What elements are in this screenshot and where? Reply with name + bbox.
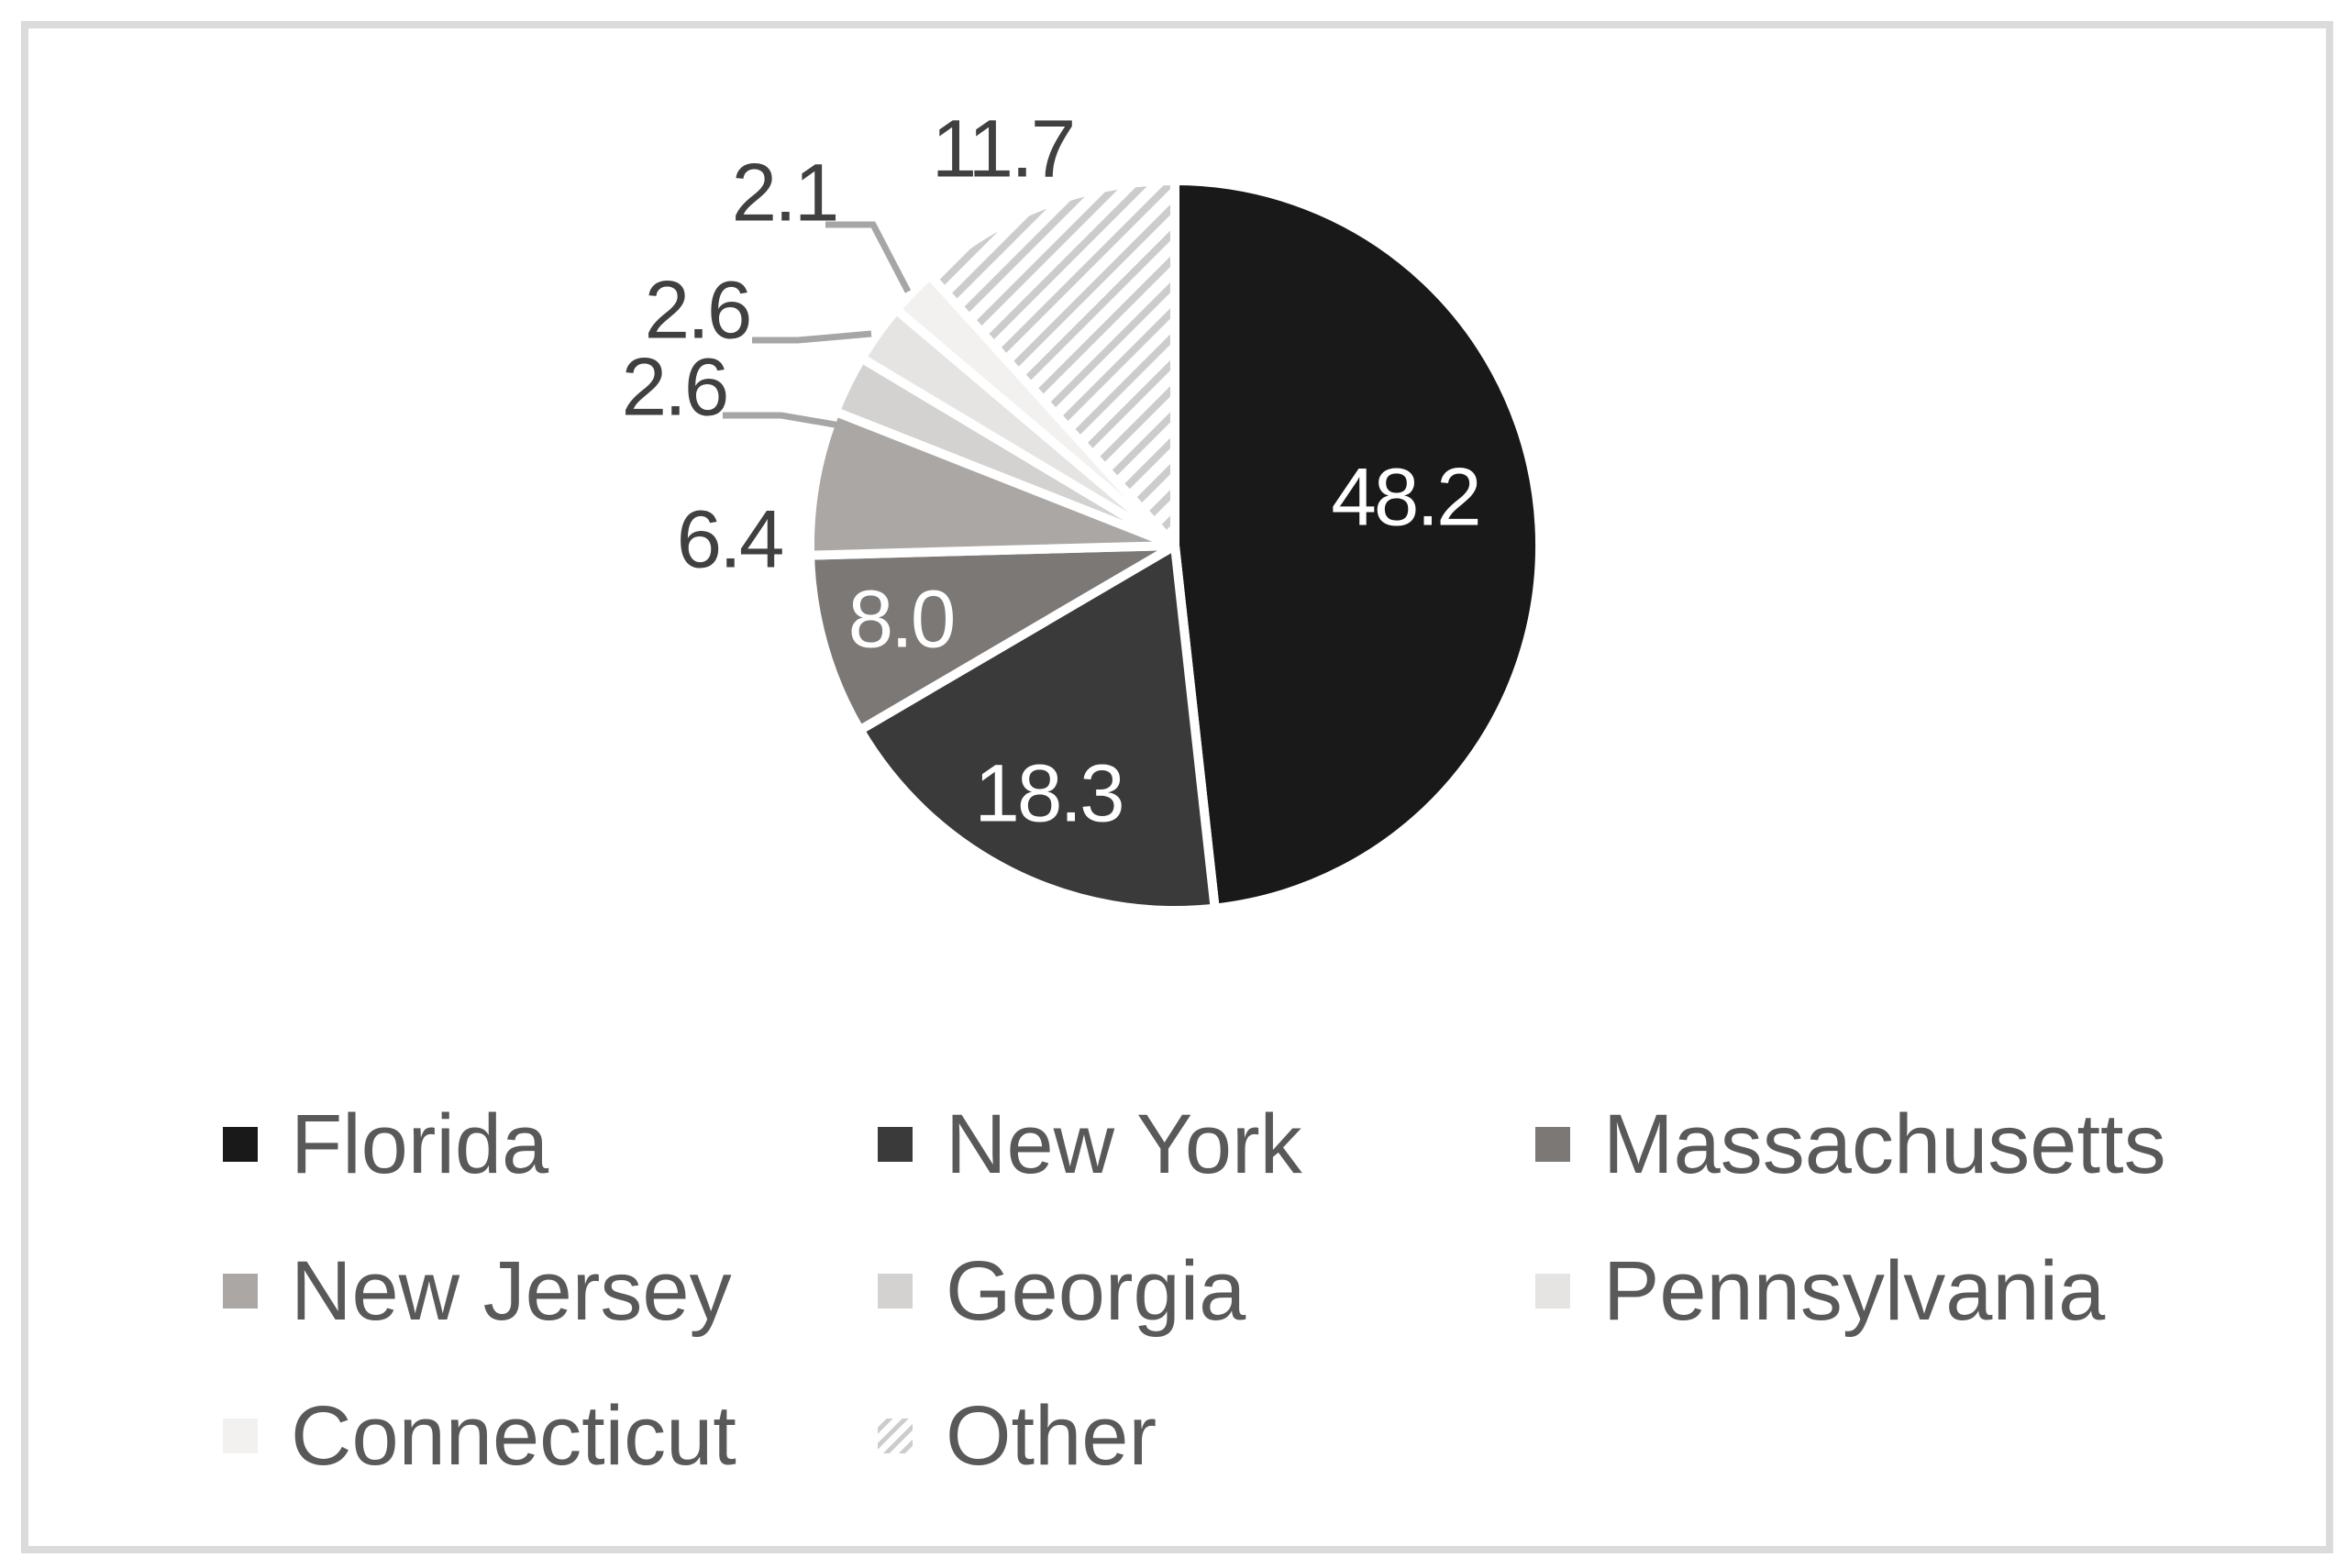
legend-label-new-jersey: New Jersey <box>291 1244 732 1338</box>
pie-slice-new-jersey <box>805 405 1177 560</box>
legend-marker-georgia <box>878 1274 913 1309</box>
pie-slice-new-york <box>853 537 1221 915</box>
pie-slice-other <box>923 175 1179 558</box>
legend-marker-new-jersey <box>223 1274 258 1309</box>
legend-marker-other <box>878 1419 913 1453</box>
leader-line-pennsylvania <box>752 330 872 344</box>
legend-label-florida: Florida <box>291 1098 549 1191</box>
pie-slice-florida <box>1170 175 1545 914</box>
data-label-massachusetts: 8.0 <box>847 572 957 665</box>
legend-marker-new-york <box>878 1127 913 1162</box>
legend-item-other: Other <box>878 1381 1157 1491</box>
legend-label-pennsylvania: Pennsylvania <box>1603 1244 2106 1338</box>
legend-label-georgia: Georgia <box>946 1244 1246 1338</box>
legend-item-new-york: New York <box>878 1089 1302 1199</box>
legend-marker-massachusetts <box>1535 1127 1570 1162</box>
data-label-new-york: 18.3 <box>974 746 1124 839</box>
legend-item-connecticut: Connecticut <box>223 1381 736 1491</box>
leader-line-georgia <box>723 412 841 429</box>
legend-label-other: Other <box>946 1389 1157 1483</box>
legend-item-pennsylvania: Pennsylvania <box>1535 1236 2105 1346</box>
leader-line-connecticut <box>825 221 912 293</box>
legend-item-florida: Florida <box>223 1089 548 1199</box>
legend-label-massachusetts: Massachusetts <box>1603 1098 2166 1191</box>
legend-marker-florida <box>223 1127 258 1162</box>
legend-label-connecticut: Connecticut <box>291 1389 736 1483</box>
legend-marker-pennsylvania <box>1535 1274 1570 1309</box>
data-label-florida: 48.2 <box>1331 450 1481 543</box>
data-label-georgia: 2.6 <box>621 340 730 433</box>
legend-item-georgia: Georgia <box>878 1236 1245 1346</box>
legend-item-massachusetts: Massachusetts <box>1535 1089 2166 1199</box>
legend-label-new-york: New York <box>946 1098 1302 1191</box>
legend-marker-connecticut <box>223 1419 258 1453</box>
data-label-pennsylvania: 2.6 <box>644 263 753 356</box>
pie-slices-group <box>804 175 1545 915</box>
data-label-other: 11.7 <box>931 102 1077 194</box>
data-label-new-jersey: 6.4 <box>676 492 785 585</box>
leader-lines-group <box>723 221 912 429</box>
data-label-connecticut: 2.1 <box>731 146 840 238</box>
legend-item-new-jersey: New Jersey <box>223 1236 732 1346</box>
pie-slice-massachusetts <box>804 541 1178 737</box>
